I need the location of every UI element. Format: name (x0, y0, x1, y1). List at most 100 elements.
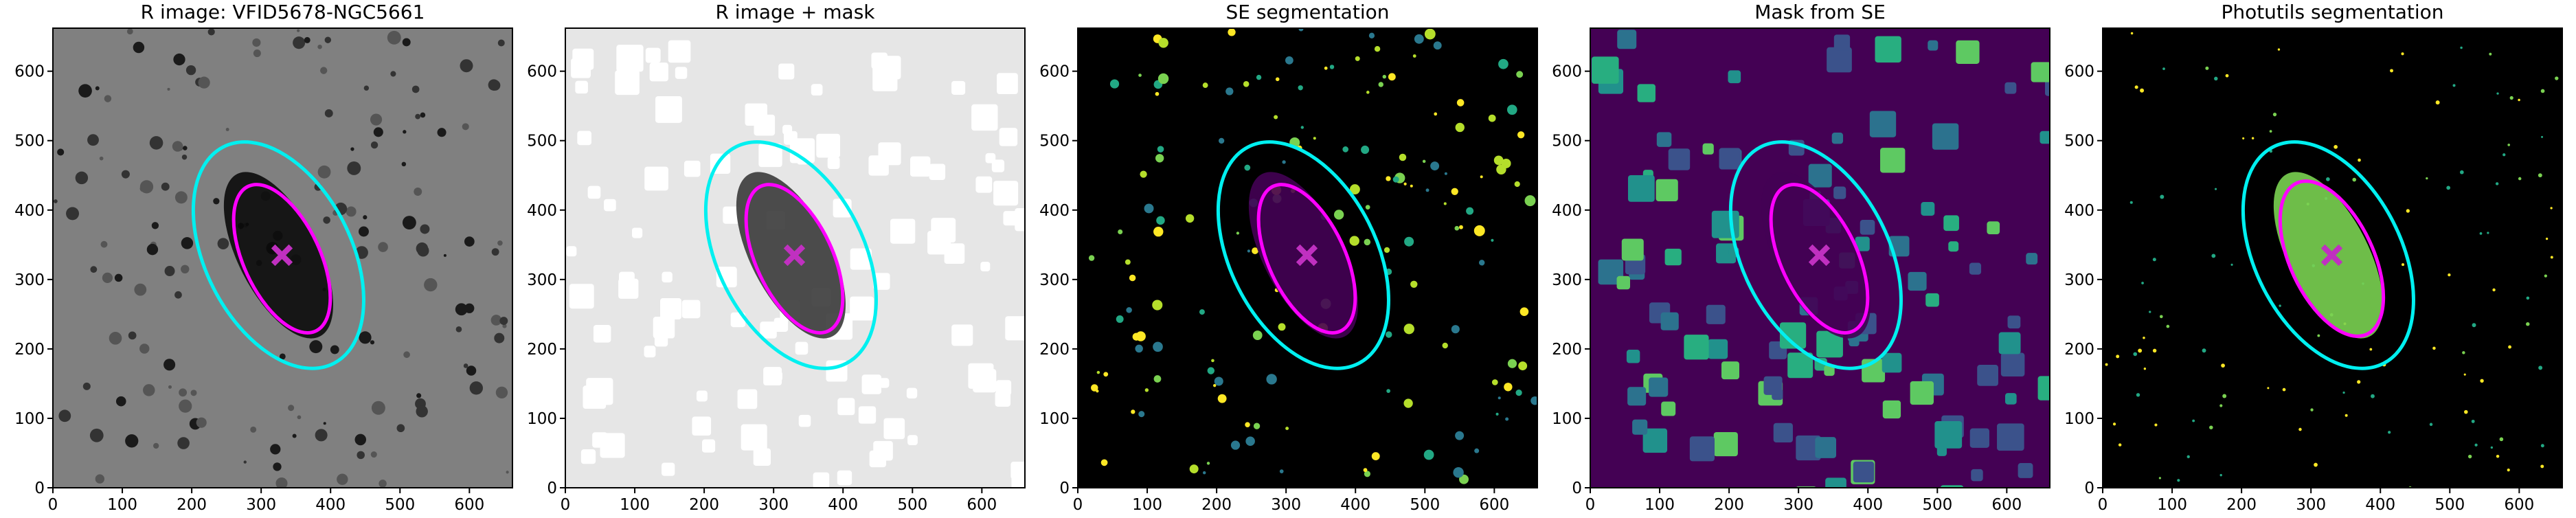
mask-block (861, 374, 882, 394)
source-spot (1300, 126, 1304, 129)
source-dot (2538, 173, 2542, 178)
source-spot (1433, 41, 1442, 50)
mask-block (1005, 316, 1025, 341)
mask-block (1711, 210, 1739, 238)
source-spot (1423, 449, 1434, 460)
mask-block (878, 142, 901, 166)
mask-block (1977, 365, 1998, 386)
source-spot (1371, 452, 1380, 461)
source-spot (1140, 170, 1147, 178)
source-spot (1256, 74, 1262, 80)
panel-title: Photutils segmentation (2221, 1, 2443, 23)
source-dot (2462, 351, 2465, 354)
mask-block (858, 406, 877, 424)
source-spot (1213, 383, 1217, 387)
source-dot (2269, 130, 2272, 133)
fit-ellipse (1769, 183, 1870, 335)
mask-block (2040, 131, 2050, 144)
source-dot (2435, 100, 2440, 105)
source-spot (1454, 225, 1460, 231)
mask-block (615, 70, 640, 95)
y-tick-label: 600 (1039, 63, 1070, 81)
x-tick-label: 400 (828, 496, 858, 514)
mask-block (1928, 40, 1939, 51)
source-spot (143, 384, 155, 396)
mask-block (1706, 304, 1726, 324)
mask-block (968, 363, 994, 389)
source-spot (1505, 417, 1509, 421)
source-spot (102, 272, 113, 283)
mask-block (1808, 164, 1832, 188)
mask-block (760, 322, 777, 339)
source-spot (1364, 238, 1371, 246)
axes-frame (1590, 27, 2050, 488)
fit-ellipse (1256, 183, 1357, 335)
mask-block (668, 40, 691, 63)
axes-frame (52, 27, 513, 488)
source-spot (363, 215, 368, 220)
source-spot (1217, 394, 1227, 403)
source-spot (1247, 249, 1250, 253)
mask-block (1626, 350, 1640, 363)
source-spot (1189, 464, 1199, 474)
source-dot (2310, 408, 2314, 412)
y-tick-label: 200 (527, 341, 557, 359)
source-spot (1109, 79, 1120, 89)
source-spot (370, 141, 379, 149)
mask-block (723, 206, 741, 224)
source-spot (114, 273, 123, 282)
mask-block (2037, 376, 2050, 401)
source-spot (1266, 374, 1277, 385)
source-dot (2105, 363, 2108, 366)
source-spot (1474, 448, 1480, 453)
source-spot (1491, 238, 1494, 242)
mask-block (1689, 436, 1715, 462)
source-spot (1228, 28, 1236, 36)
mask-block (566, 246, 577, 257)
source-dot (2242, 137, 2245, 139)
y-tick-label: 0 (1059, 480, 1070, 497)
source-spot (1090, 384, 1098, 392)
y-tick-label: 100 (2064, 410, 2094, 428)
source-dot (2371, 394, 2375, 398)
source-dot (2143, 368, 2147, 370)
mask-block (971, 104, 998, 131)
source-spot (1459, 474, 1469, 484)
mask-block (587, 185, 601, 199)
source-spot (411, 85, 420, 93)
source-spot (1382, 74, 1387, 79)
source-spot (104, 95, 112, 102)
source-dot (2282, 387, 2286, 392)
source-dot (2159, 315, 2163, 319)
x-tick-label: 100 (2157, 496, 2187, 514)
source-dot (2545, 237, 2549, 240)
source-spot (181, 264, 190, 274)
source-dot (2487, 232, 2489, 234)
mask-block (662, 462, 675, 476)
x-tick-label: 400 (1340, 496, 1370, 514)
mask-block (1719, 148, 1741, 170)
y-tick-label: 100 (1552, 410, 1582, 428)
mask-block (572, 48, 594, 70)
mask-block (811, 84, 823, 96)
y-tick-label: 0 (34, 480, 45, 497)
mask-block (569, 284, 594, 309)
source-spot (174, 191, 188, 204)
source-dot (2267, 387, 2270, 390)
mask-block (999, 128, 1018, 146)
x-tick-label: 0 (2098, 496, 2108, 514)
mask-block (772, 371, 782, 381)
source-spot (371, 401, 385, 415)
mask-block (737, 389, 758, 409)
x-tick-label: 300 (1271, 496, 1301, 514)
panel (565, 28, 1025, 488)
source-spot (420, 112, 426, 118)
axes-frame (565, 27, 1026, 488)
source-dot (2518, 177, 2522, 181)
x-tick-label: 200 (1201, 496, 1232, 514)
mask-block (1827, 47, 1852, 73)
mask-block (1880, 148, 1906, 173)
source-dot (2452, 84, 2456, 87)
source-spot (337, 473, 348, 485)
source-spot (373, 127, 383, 137)
